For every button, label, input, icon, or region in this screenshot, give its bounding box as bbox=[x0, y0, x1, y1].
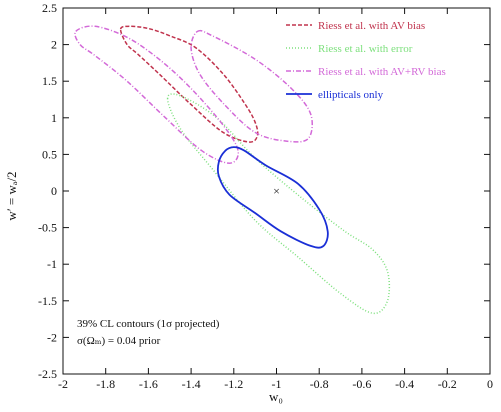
contour-4 bbox=[216, 146, 329, 249]
y-tick-label: 1.5 bbox=[42, 74, 57, 88]
legend-label: Riess et al. with error bbox=[318, 43, 413, 55]
contour-2 bbox=[74, 25, 240, 164]
y-tick-label: -2.5 bbox=[38, 367, 57, 381]
x-tick-label: -0.4 bbox=[395, 377, 414, 391]
x-tick-label: 0 bbox=[487, 377, 493, 391]
x-tick-labels: -2 -1.8 -1.6 -1.4 -1.2 -1 -0.8 -0.6 -0.4 -0.2 0 bbox=[58, 377, 493, 391]
y-tick-label: 0 bbox=[51, 184, 57, 198]
contour-1 bbox=[166, 93, 391, 315]
x-tick-label: -1.8 bbox=[96, 377, 115, 391]
y-axis-title: w′ = wₐ/2 bbox=[4, 171, 19, 220]
ticks-layer bbox=[62, 7, 491, 375]
x-tick-label: -0.8 bbox=[310, 377, 329, 391]
y-tick-label: -1.5 bbox=[38, 294, 57, 308]
x-tick-label: -1 bbox=[272, 377, 282, 391]
y-tick-label: -1 bbox=[47, 257, 57, 271]
legend-label: ellipticals only bbox=[318, 89, 384, 101]
y-tick-label: 2.5 bbox=[42, 1, 57, 15]
y-tick-label: -2 bbox=[47, 330, 57, 344]
x-tick-label: -1.4 bbox=[182, 377, 201, 391]
x-tick-label: -0.6 bbox=[352, 377, 371, 391]
contours-layer bbox=[74, 25, 391, 315]
y-tick-labels: -2.5 -2 -1.5 -1 -0.5 0 0.5 1 1.5 2 2.5 bbox=[38, 1, 57, 381]
x-tick-label: -0.2 bbox=[438, 377, 457, 391]
legend: Riess et al. with AV bias Riess et al. wi… bbox=[286, 20, 446, 101]
x-tick-label: -2 bbox=[58, 377, 68, 391]
y-tick-label: 1 bbox=[51, 111, 57, 125]
annotation-line-2: σ(Ωₘ) = 0.04 prior bbox=[77, 335, 161, 347]
legend-label: Riess et al. with AV bias bbox=[318, 20, 425, 32]
marker-layer: × bbox=[273, 184, 280, 198]
contour-0 bbox=[119, 25, 259, 143]
fiducial-marker: × bbox=[273, 184, 280, 198]
legend-label: Riess et al. with AV+RV bias bbox=[318, 66, 446, 78]
y-tick-label: 0.5 bbox=[42, 147, 57, 161]
x-axis-title: w₀ bbox=[269, 389, 283, 404]
x-tick-label: -1.2 bbox=[224, 377, 243, 391]
y-tick-label: 2 bbox=[51, 38, 57, 52]
annotation: 39% CL contours (1σ projected) σ(Ωₘ) = 0… bbox=[77, 318, 220, 347]
x-tick-label: -1.6 bbox=[139, 377, 158, 391]
contour-3 bbox=[190, 29, 314, 143]
annotation-line-1: 39% CL contours (1σ projected) bbox=[77, 318, 220, 330]
y-tick-label: -0.5 bbox=[38, 221, 57, 235]
